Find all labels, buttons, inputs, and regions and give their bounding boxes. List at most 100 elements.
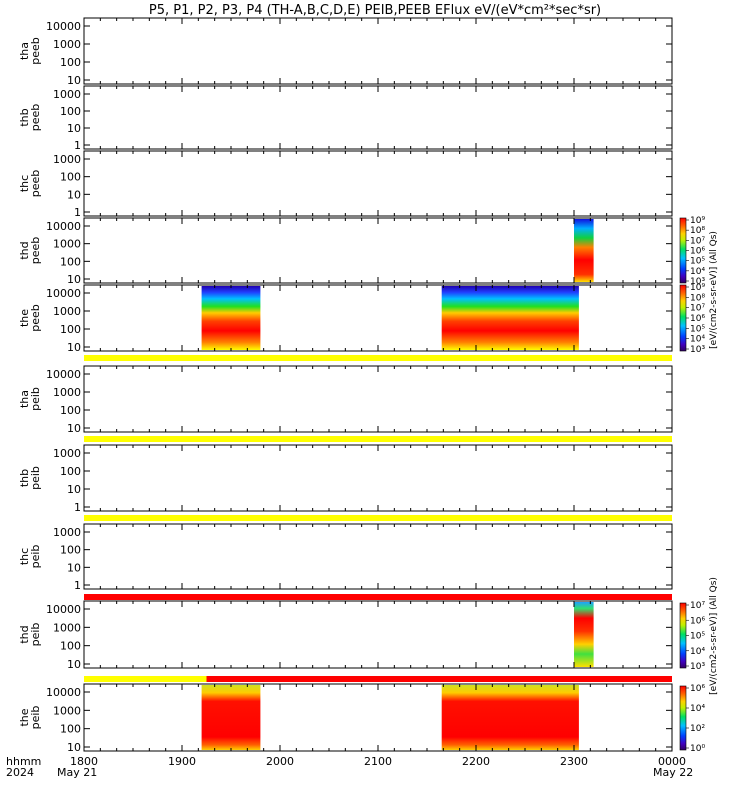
colorbar-tick-label: 10⁵ [690,324,705,334]
panel-label-line: thc [18,175,31,192]
panel-background [84,86,672,149]
panel-label-line: peib [29,545,42,569]
x-year-label: 2024 [6,766,34,779]
spectrogram-block [441,685,579,750]
colorbar-tick-label: 10⁶ [690,247,705,257]
panel-background [84,366,672,432]
y-tick-label: 100 [60,404,81,417]
x-tick-label: 2200 [462,755,490,768]
y-tick-label: 1000 [53,238,81,251]
panel-label-line: peib [29,387,42,411]
panel-label-line: peib [29,466,42,490]
flag-bar-yellow [84,515,672,521]
panel-label-line: tha [18,42,31,60]
colorbar-tick-label: 10⁸ [690,293,705,303]
flag-bar-yellow [84,676,207,682]
y-tick-label: 100 [60,640,81,653]
flag-bar-red [206,676,672,682]
colorbar-tick-label: 10⁶ [690,684,705,694]
colorbar-tick-label: 10⁹ [690,283,705,293]
colorbar-scale [679,217,687,284]
flag-bar-yellow [84,436,672,442]
colorbar-tick-label: 10⁴ [690,647,705,657]
y-tick-label: 10 [67,658,81,671]
x-tick-label: 0000 [658,755,686,768]
y-tick-label: 10 [67,741,81,754]
colorbar-tick-label: 10⁵ [690,632,705,642]
colorbar-tick-label: 10⁴ [690,704,705,714]
panel-label-line: peib [29,706,42,730]
y-tick-label: 10 [67,188,81,201]
panel-background [84,18,672,84]
spectrogram-block [574,219,594,282]
flag-bar-group [84,355,672,682]
colorbar-tick-label: 10³ [690,277,705,287]
colorbar-scale [679,602,687,669]
x-tick-label: 2300 [560,755,588,768]
x-end-date: May 22 [653,766,693,779]
colorbar-3: 10⁰ 10² 10⁴ 10⁶ [679,684,705,754]
spectrogram-block [201,286,261,350]
y-tick-label: 100 [60,255,81,268]
x-tick-label: 1900 [168,755,196,768]
y-tick-label: 10000 [46,603,81,616]
x-axis: 1800 1900 2000 2100 2200 2300 0000 hhmm 2024 M… [6,755,693,779]
spectrogram-block [201,685,261,750]
y-tick-label: 1000 [53,447,81,460]
y-tick-label: 100 [60,544,81,557]
x-tick-label-group: 1800 1900 2000 2100 2200 2300 0000 [70,755,686,768]
colorbar-tick-label: 10⁹ [690,216,705,226]
y-tick-label: 10 [67,273,81,286]
y-tick-label: 10000 [46,20,81,33]
colorbar-title: [eV/(cm2-s-sr-eV)] (All Qs) [709,231,719,349]
panel-label-line: tha [18,390,31,408]
y-tick-label: 100 [60,323,81,336]
colorbar-tick-label: 10⁷ [690,304,705,314]
colorbar-tick-label: 10⁴ [690,267,705,277]
panel-background [84,524,672,589]
panel-group: 10100100010000thapeeb1101001000thbpeeb11… [18,17,673,754]
colorbar-tick-label: 10⁷ [690,236,705,246]
y-tick-label: 1000 [53,38,81,51]
y-tick-label: 100 [60,723,81,736]
x-tick-label: 2100 [364,755,392,768]
colorbar-2: 10³ 10⁴ 10⁵ 10⁶ 10⁷ [679,601,705,672]
y-tick-label: 1000 [53,704,81,717]
x-tick-label: 2000 [266,755,294,768]
y-tick-label: 100 [60,56,81,69]
panel-label-line: peeb [29,104,42,132]
y-tick-label: 10000 [46,686,81,699]
y-tick-label: 10000 [46,220,81,233]
panel-label-line: peib [29,623,42,647]
panel-label-line: thb [18,469,31,487]
flag-bar-yellow [84,355,672,361]
y-tick-label: 10000 [46,287,81,300]
spectrogram-block [441,286,579,350]
panel-label-line: thb [18,108,31,126]
y-tick-label: 1000 [53,621,81,634]
colorbar-group: 10³10⁴10⁵10⁶10⁷10⁸10⁹10³10⁴10⁵10⁶10⁷10⁸1… [679,216,719,754]
panel-label-line: thd [18,241,31,259]
plot-title: P5, P1, P2, P3, P4 (TH-A,B,C,D,E) PEIB,P… [149,3,601,18]
y-tick-label: 10 [67,74,81,87]
x-unit-label: hhmm [6,755,41,768]
panel-label-line: thc [18,548,31,565]
y-tick-label: 10 [67,341,81,354]
x-start-date: May 21 [57,766,97,779]
